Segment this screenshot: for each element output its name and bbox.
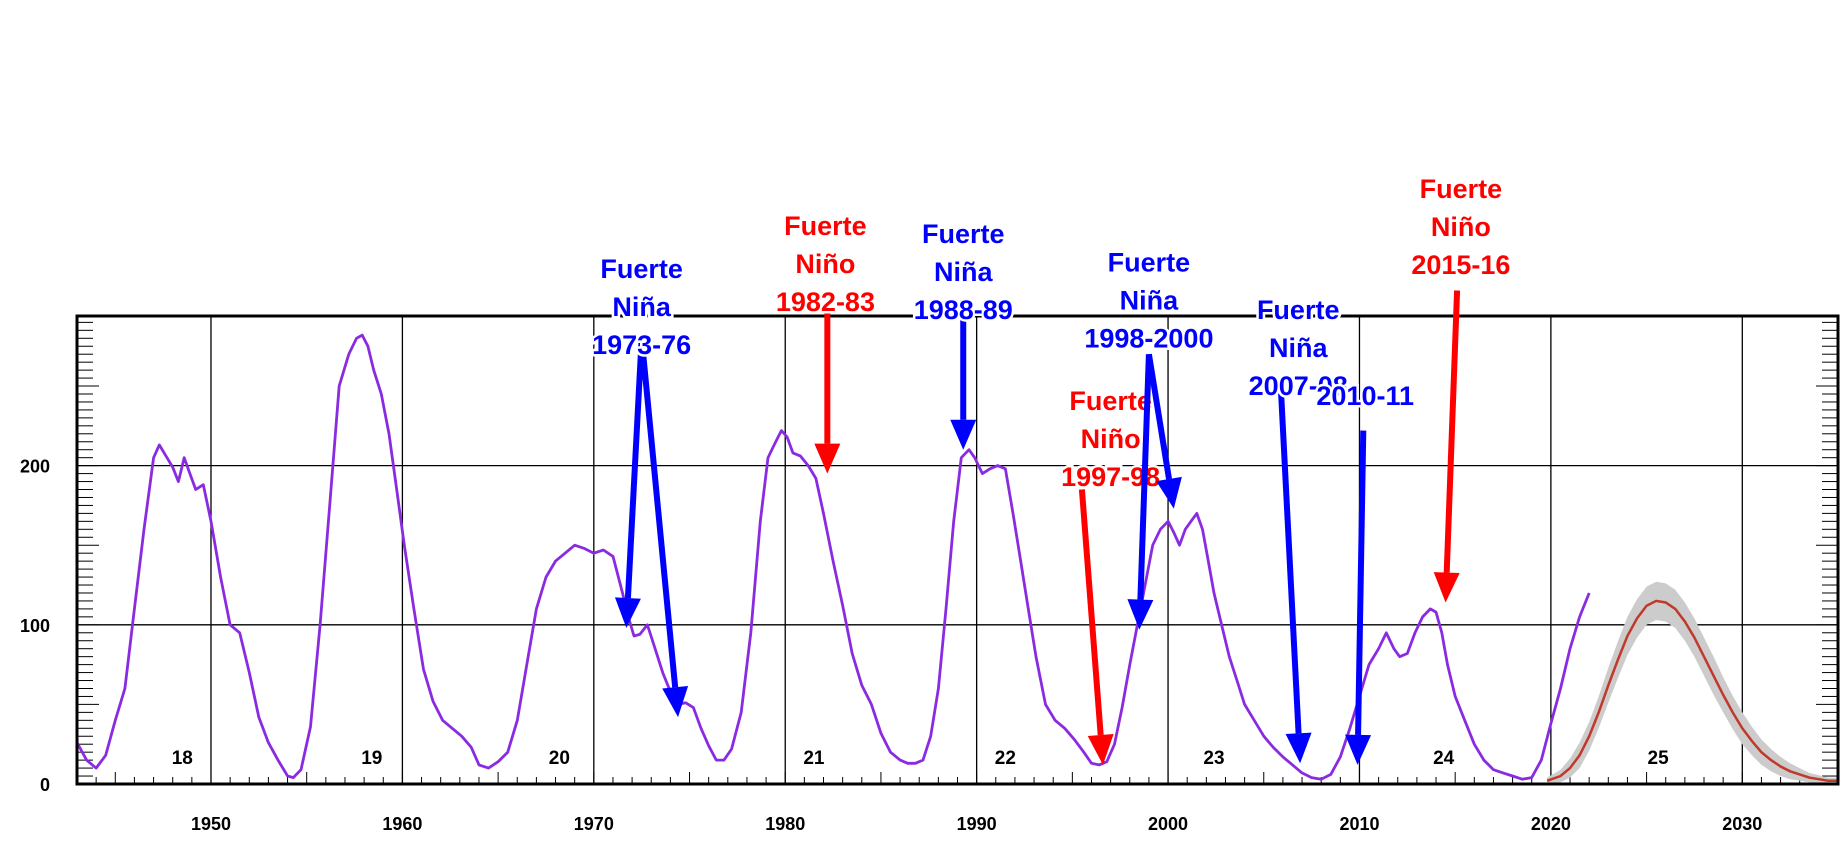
cycle-number-label: 22 — [995, 748, 1016, 769]
annotation-arrow-shaft — [1443, 290, 1461, 573]
annotation-arrow-head — [1345, 734, 1372, 765]
cycle-number-label: 18 — [172, 748, 193, 769]
x-tick-label: 1990 — [957, 814, 997, 834]
cycle-number-label: 20 — [549, 748, 570, 769]
annotation-arrow-shaft — [624, 338, 645, 599]
annotation-label-line: Niña — [1120, 285, 1179, 315]
prediction-band — [1547, 581, 1838, 784]
annotation-label-line: 1982-83 — [776, 287, 875, 317]
annotation-label-line: Niña — [934, 257, 993, 287]
annotation-label-line: Fuerte — [1108, 247, 1191, 277]
x-tick-label: 2020 — [1531, 814, 1571, 834]
annotation-arrow-head — [1156, 476, 1182, 509]
x-tick-label: 1960 — [382, 814, 422, 834]
prediction-uncertainty-band — [1547, 581, 1838, 784]
annotation-label-line: 2015-16 — [1411, 250, 1510, 280]
annotation-label-line: Niña — [1269, 333, 1328, 363]
y-tick-label: 0 — [40, 775, 50, 795]
x-tick-label: 2030 — [1722, 814, 1762, 834]
x-tick-label: 2010 — [1339, 814, 1379, 834]
y-tick-label: 200 — [20, 457, 50, 477]
x-tick-label: 2000 — [1148, 814, 1188, 834]
annotation-label-line: Fuerte — [922, 219, 1005, 249]
x-tick-label: 1950 — [191, 814, 231, 834]
plot-frame — [75, 314, 1840, 786]
annotation-arrow-head — [1433, 572, 1460, 603]
annotation-label-line: 1988-89 — [914, 295, 1013, 325]
minor-ticks — [76, 321, 1839, 785]
annotation-arrow-shaft — [1078, 489, 1104, 736]
cycle-number-label: 25 — [1648, 748, 1670, 769]
annotation-label-line: Fuerte — [600, 254, 683, 284]
grid — [77, 316, 1838, 785]
annotation-arrow-shaft — [1137, 354, 1152, 600]
cycle-number-label: 24 — [1433, 748, 1455, 769]
cycle-number-label: 23 — [1203, 748, 1224, 769]
annotation-arrow-shaft — [638, 337, 679, 688]
y-tick-label: 100 — [20, 616, 50, 636]
annotation-arrow-head — [950, 419, 977, 450]
cycle-labels: 18 19 20 21 22 23 24 25 — [172, 748, 1669, 769]
x-tick-label: 1980 — [765, 814, 805, 834]
annotation-label-line: Niño — [795, 249, 855, 279]
annotation-label-line: Niño — [1431, 212, 1491, 242]
cycle-number-label: 19 — [361, 748, 382, 769]
axis-tick-labels: 1950 1960 1970 1980 1990 2000 2010 2020 2030 0 100… — [20, 457, 1762, 834]
enso-annotations: Fuerte Niña 1973-76 Fuerte Niño 1982-83 Fuerte… — [590, 172, 1513, 765]
annotation-label-line: Fuerte — [1420, 174, 1503, 204]
annotation-arrow-shaft — [1145, 353, 1172, 480]
annotation-label-line: 1998-2000 — [1084, 323, 1213, 353]
annotation-arrow-head — [814, 443, 841, 474]
annotation-arrow-shaft — [1277, 390, 1302, 734]
annotation-label-line: 2010-11 — [1316, 381, 1414, 411]
annotation-label-line: Niño — [1081, 424, 1141, 454]
annotation-label-line: Fuerte — [784, 211, 867, 241]
annotation-arrow-head — [662, 686, 689, 718]
x-tick-label: 1970 — [574, 814, 614, 834]
prediction-line — [1546, 599, 1838, 783]
annotation-arrow-head — [1127, 599, 1154, 630]
series-lines — [75, 333, 1838, 783]
annotation-arrow-shaft — [1355, 430, 1367, 735]
annotation-arrow-head — [1087, 733, 1114, 765]
annotation-label-line: Niña — [612, 292, 671, 322]
annotation-label-line: Fuerte — [1257, 295, 1340, 325]
annotation-label-line: 2007-08 — [1249, 371, 1348, 401]
annotation-label-line: Fuerte — [1069, 386, 1152, 416]
cycle-number-label: 21 — [803, 748, 825, 769]
annotation-arrow-head — [614, 597, 641, 628]
annotation-label-line: 1973-76 — [592, 330, 691, 360]
observed-sunspot-line — [75, 333, 1591, 781]
annotation-arrow-head — [1285, 732, 1312, 764]
